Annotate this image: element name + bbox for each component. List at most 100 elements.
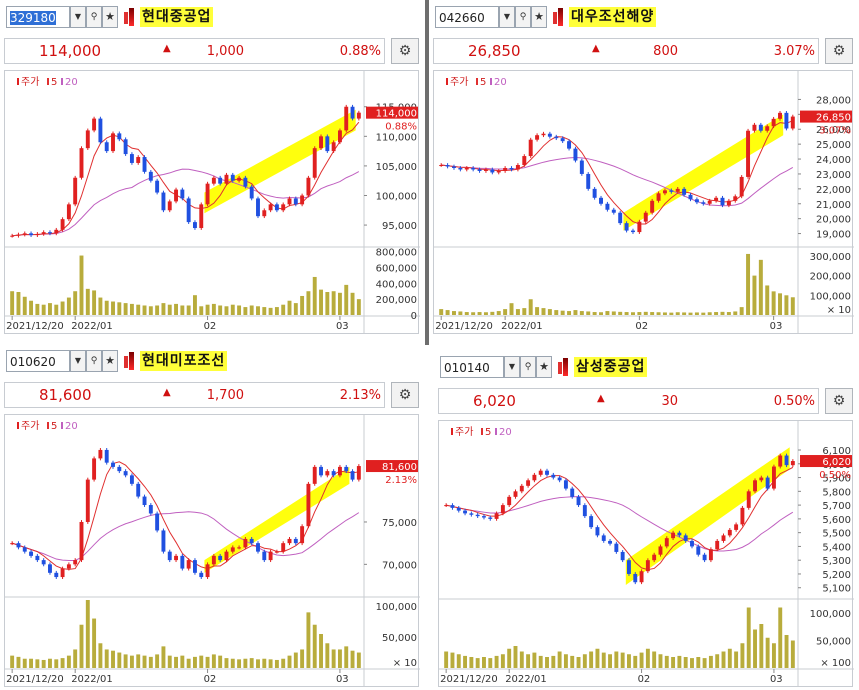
change-percent: 3.07% [773, 44, 815, 59]
volume-bar [696, 657, 701, 668]
candle [306, 175, 311, 198]
candle [690, 539, 694, 549]
stock-code-text: 042660 [439, 11, 485, 25]
volume-unit-label: × 100 [820, 658, 851, 669]
price-tick-label: 95,000 [382, 221, 417, 232]
volume-bar [535, 307, 540, 315]
stock-code-input[interactable]: 010140 [440, 356, 504, 378]
search-icon[interactable]: ⚲ [86, 6, 102, 28]
legend-swatch [61, 78, 63, 85]
volume-bar [567, 311, 572, 315]
volume-bar [714, 312, 719, 315]
candle-body [60, 568, 65, 578]
volume-bar [721, 651, 726, 668]
volume-bar [10, 655, 15, 668]
volume-bar [73, 291, 78, 315]
candle [10, 541, 15, 546]
candle [22, 545, 27, 554]
dropdown-arrow-icon[interactable]: ▼ [499, 6, 515, 28]
search-icon[interactable]: ⚲ [515, 6, 531, 28]
volume-bar [142, 305, 147, 315]
price-tick-label: 26,000 [816, 125, 851, 136]
candle-body [458, 167, 463, 170]
candle [790, 459, 795, 468]
candle [483, 167, 488, 173]
candle-body [677, 532, 682, 536]
candle-body [595, 527, 600, 536]
candle-body [293, 198, 298, 205]
dropdown-arrow-icon[interactable]: ▼ [70, 6, 86, 28]
candle [356, 464, 361, 482]
candle [22, 231, 27, 237]
stock-code-input[interactable]: 329180 [6, 6, 70, 28]
candle-body [306, 483, 311, 527]
candle-body [92, 458, 97, 480]
candle [662, 188, 667, 196]
candle-body [167, 201, 172, 211]
stock-code-input[interactable]: 010620 [6, 350, 70, 372]
volume-bar [639, 652, 644, 668]
settings-gear-button[interactable]: ⚙ [825, 388, 853, 414]
candle-body [496, 170, 501, 173]
candle [696, 544, 701, 557]
settings-gear-button[interactable]: ⚙ [825, 38, 853, 64]
volume-bar [778, 607, 783, 668]
search-icon[interactable]: ⚲ [86, 350, 102, 372]
volume-bar [753, 629, 757, 668]
date-label: 2022/01 [501, 321, 543, 332]
volume-bar [174, 303, 178, 315]
candle-body [193, 222, 197, 229]
legend-label: 5 [480, 77, 486, 88]
star-icon[interactable]: ★ [102, 350, 118, 372]
candle-body [344, 466, 349, 472]
date-label: 02 [204, 674, 217, 685]
settings-gear-button[interactable]: ⚙ [391, 382, 419, 408]
date-label: 2021/12/20 [435, 321, 493, 332]
volume-bar [186, 305, 191, 315]
last-pct-label: 3.07% [819, 126, 851, 137]
star-icon[interactable]: ★ [102, 6, 118, 28]
candle [167, 199, 172, 213]
stock-chart-icon [553, 8, 565, 26]
dropdown-arrow-icon[interactable]: ▼ [70, 350, 86, 372]
star-icon[interactable]: ★ [536, 356, 552, 378]
volume-tick-label: 300,000 [810, 252, 851, 263]
candle [104, 140, 109, 153]
legend-swatch [490, 78, 492, 85]
volume-bar [167, 655, 172, 668]
stock-code-input[interactable]: 042660 [435, 6, 499, 28]
candle [554, 134, 559, 141]
candle [471, 166, 476, 172]
candle-body [262, 210, 267, 217]
volume-bar [652, 651, 657, 668]
settings-gear-button[interactable]: ⚙ [391, 38, 419, 64]
legend-swatch [47, 422, 49, 429]
dropdown-arrow-icon[interactable]: ▼ [504, 356, 520, 378]
candle [98, 448, 103, 461]
volume-bar [92, 618, 97, 668]
volume-bar [513, 646, 518, 668]
star-icon[interactable]: ★ [531, 6, 547, 28]
candle [281, 202, 286, 213]
candle [592, 186, 597, 200]
candle-body [325, 136, 330, 152]
candle-body [117, 466, 122, 472]
price-tick-label: 5,700 [822, 501, 851, 512]
candle-body [274, 551, 279, 553]
volume-bar [586, 311, 591, 315]
search-icon[interactable]: ⚲ [520, 356, 536, 378]
candle-body [522, 156, 527, 166]
candle [281, 541, 286, 554]
candle-body [696, 546, 701, 555]
candle-body [664, 538, 669, 547]
candle [611, 207, 616, 215]
stock-chart-icon [124, 352, 136, 370]
volume-bar [734, 651, 739, 668]
volume-bar [439, 309, 444, 315]
volume-bar [573, 310, 578, 315]
volume-bar [180, 655, 185, 668]
candle-body [444, 505, 449, 507]
volume-bar [683, 657, 688, 668]
price-summary: 6,020 ▲ 30 0.50% [438, 388, 819, 414]
volume-bar [490, 311, 495, 315]
